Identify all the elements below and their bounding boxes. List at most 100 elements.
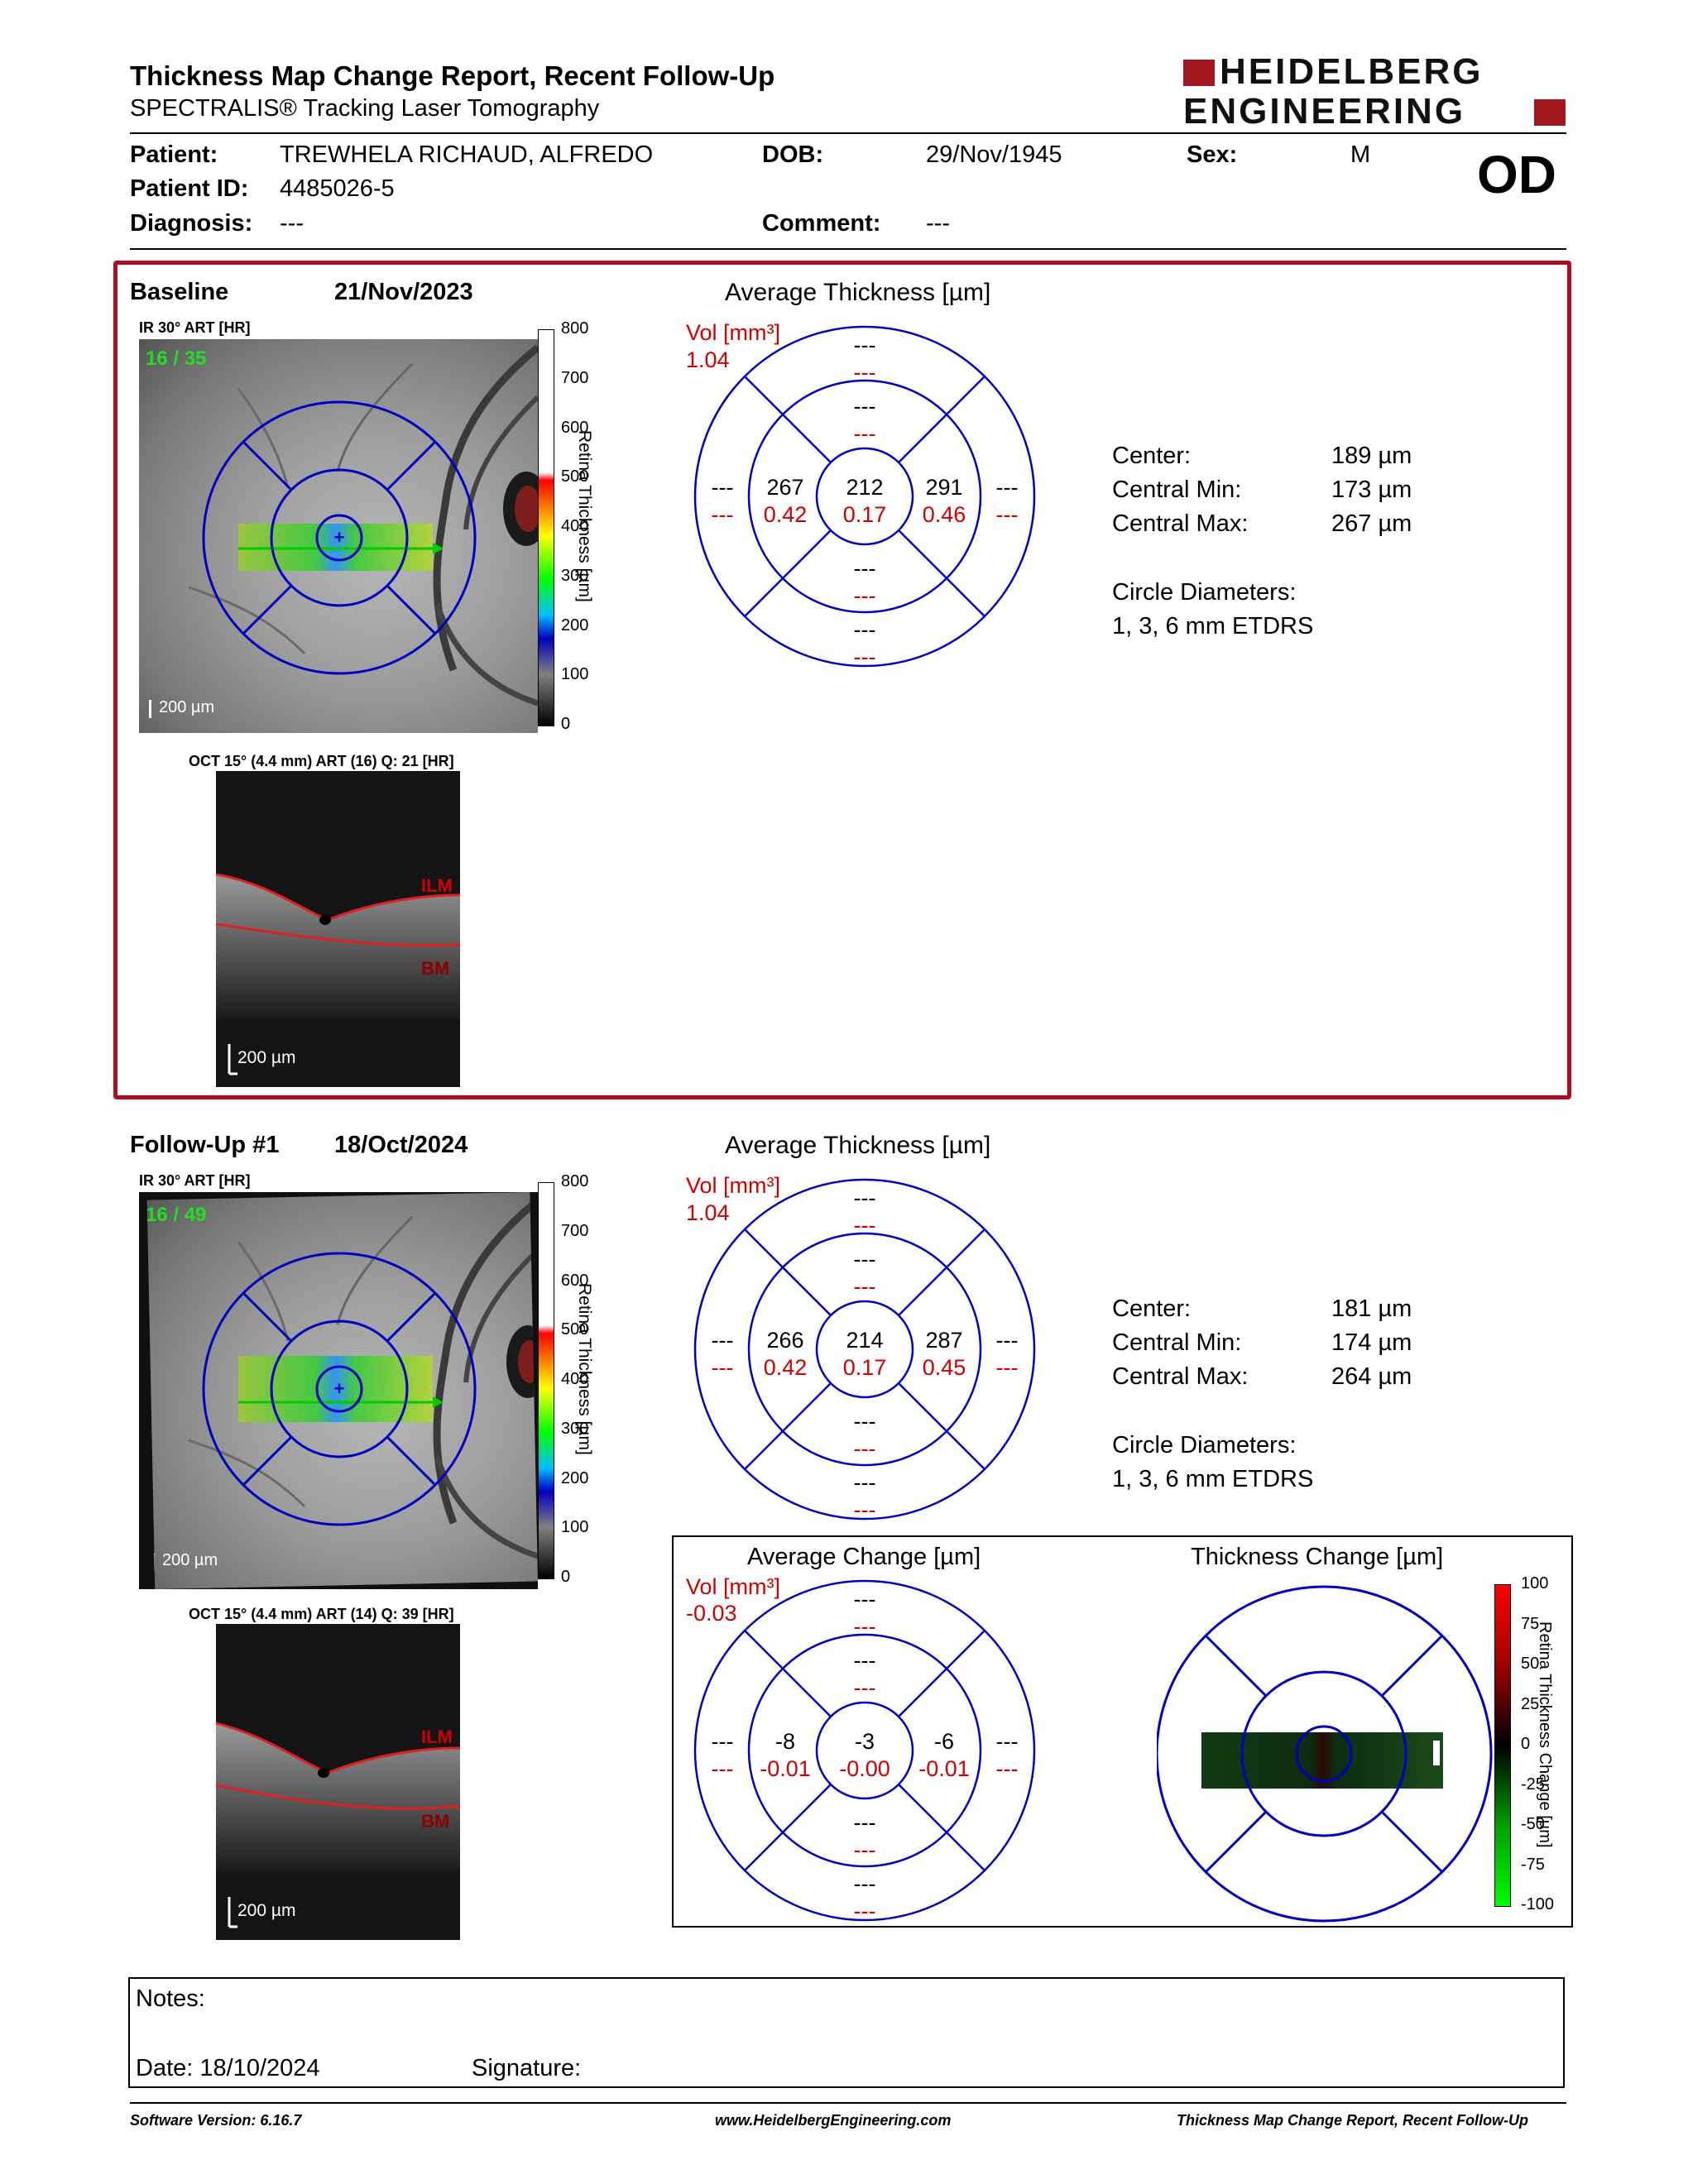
sex-label: Sex: [1187, 141, 1238, 168]
baseline-grid-inner_nasal-volume: 0.46 [923, 502, 966, 527]
followup-grid-outer_sup-thickness: --- [854, 1185, 876, 1210]
change-grid-ring-1 [693, 1579, 1036, 1922]
change-grid-outer_inf-thickness: --- [854, 1871, 876, 1896]
followup-grid-outer_nasal-thickness: --- [996, 1328, 1019, 1353]
baseline-ir-image: + 16 / 35 200 µm [139, 339, 538, 733]
followup-grid-ring-3 [815, 1300, 914, 1399]
followup-date: 18/Oct/2024 [334, 1132, 468, 1158]
baseline-circle-value: 1, 3, 6 mm ETDRS [1112, 613, 1314, 639]
footer-divider [130, 2102, 1566, 2104]
baseline-min-label: Central Min: [1112, 477, 1242, 503]
followup-max-label: Central Max: [1112, 1363, 1249, 1390]
baseline-oct-scale-label: 200 µm [237, 1048, 296, 1067]
followup-colorbar-tick: 0 [561, 1568, 571, 1586]
followup-grid-spoke [898, 1228, 985, 1316]
baseline-colorbar-tick: 800 [561, 319, 589, 338]
baseline-grid-outer_temp-volume: --- [712, 502, 734, 527]
followup-grid-outer_inf-volume: --- [854, 1497, 876, 1522]
baseline-colorbar-tick: 200 [561, 615, 589, 635]
baseline-vessel-6 [188, 586, 306, 655]
change-colorbar-tick: -25 [1521, 1774, 1545, 1794]
baseline-etdrs-spoke [242, 584, 293, 635]
change-panel [672, 1535, 1573, 1928]
change-grid-spoke [744, 1784, 832, 1871]
followup-circle-value: 1, 3, 6 mm ETDRS [1112, 1466, 1314, 1492]
change-colorbar-tick: 75 [1521, 1614, 1540, 1633]
baseline-oct-bm-label: BM [421, 958, 450, 979]
comment-value: --- [926, 210, 950, 237]
followup-etdrs-grid: 2140.17------------2660.422870.45-------… [693, 1178, 1036, 1522]
baseline-colorbar-tick: 700 [561, 368, 589, 387]
change-grid-inner_nasal-volume: -0.01 [918, 1756, 970, 1781]
followup-ir-image: + 16 / 49 200 µm [146, 1192, 538, 1589]
baseline-min-value: 173 µm [1331, 477, 1412, 503]
dob-value: 29/Nov/1945 [926, 141, 1062, 168]
footer-software-version: Software Version: 6.16.7 [130, 2112, 302, 2129]
baseline-etdrs-grid: 2120.17------------2670.422910.46-------… [693, 325, 1036, 669]
followup-vol-value: 1.04 [686, 1200, 730, 1225]
followup-oct-image: ILM BM 200 µm [216, 1624, 460, 1940]
followup-ir-overlay: + [188, 1197, 538, 1559]
report-title: Thickness Map Change Report, Recent Foll… [130, 60, 775, 91]
change-grid-outer_temp-thickness: --- [712, 1729, 734, 1754]
change-grid-inner_sup-volume: --- [854, 1675, 876, 1700]
footer-website: www.HeidelbergEngineering.com [715, 2112, 952, 2129]
change-grid-ring-2 [747, 1633, 982, 1868]
baseline-etdrs-spoke [386, 584, 437, 635]
baseline-date: 21/Nov/2023 [334, 279, 473, 305]
baseline-colorbar-tick: 500 [561, 467, 589, 486]
followup-grid-title: Average Thickness [µm] [725, 1132, 991, 1159]
baseline-vol-value: 1.04 [686, 347, 730, 372]
followup-oct-overlay [216, 1722, 460, 1928]
baseline-grid-inner_sup-thickness: --- [854, 394, 876, 419]
change-grid-inner_sup-thickness: --- [854, 1648, 876, 1673]
baseline-grid-title: Average Thickness [µm] [725, 279, 991, 306]
baseline-grid-outer_temp-thickness: --- [712, 475, 734, 500]
baseline-center-label: Center: [1112, 443, 1192, 469]
followup-min-value: 174 µm [1331, 1329, 1412, 1356]
change-grid-inner_temp-volume: -0.01 [760, 1756, 811, 1781]
followup-colorbar-tick: 200 [561, 1468, 589, 1487]
change-grid-outer_nasal-thickness: --- [996, 1729, 1019, 1754]
baseline-vol-label: Vol [mm³] [686, 320, 781, 345]
change-grid-inner_temp-thickness: -8 [775, 1729, 795, 1754]
baseline-etdrs-spoke [386, 440, 437, 491]
baseline-grid-outer_inf-thickness: --- [854, 617, 876, 642]
change-grid-inner_inf-volume: --- [854, 1837, 876, 1862]
followup-colorbar-tick: 100 [561, 1518, 589, 1537]
followup-scan-arrow [433, 1396, 444, 1408]
change-map-etdrs-outer [1155, 1585, 1493, 1923]
followup-circle-label: Circle Diameters: [1112, 1432, 1297, 1458]
change-map-notch [1433, 1741, 1440, 1765]
followup-min-label: Central Min: [1112, 1329, 1242, 1356]
footer-report-name: Thickness Map Change Report, Recent Foll… [1177, 2112, 1529, 2129]
patient-name: TREWHELA RICHAUD, ALFREDO [280, 141, 654, 168]
change-colorbar-tick: 100 [1521, 1574, 1549, 1592]
diagnosis-label: Diagnosis: [130, 210, 253, 237]
change-grid-spoke [744, 1630, 832, 1717]
baseline-oct-overlay [216, 873, 460, 1075]
baseline-vessel-2 [463, 395, 538, 530]
followup-vessel-2 [463, 1248, 538, 1383]
change-map-etdrs-middle [1240, 1670, 1407, 1837]
baseline-grid-ring-2 [747, 379, 982, 614]
followup-grid-outer_temp-thickness: --- [712, 1328, 734, 1353]
followup-vessel-6 [188, 1439, 306, 1508]
followup-etdrs-spoke [242, 1435, 293, 1487]
followup-grid-inner_inf-volume: --- [854, 1436, 876, 1461]
baseline-oct-cyst [319, 915, 331, 925]
baseline-optic-disc-rim [515, 486, 538, 532]
baseline-etdrs-outer [202, 400, 477, 675]
change-colorbar [1494, 1584, 1511, 1907]
baseline-max-label: Central Max: [1112, 510, 1249, 537]
baseline-vessel-4 [336, 362, 414, 472]
baseline-ir-scale-label: 200 µm [159, 698, 215, 716]
logo-line1: HEIDELBERG [1220, 51, 1484, 92]
change-colorbar-title: Retina Thickness Change [µm] [1536, 1621, 1554, 1848]
followup-colorbar-title: Retina Thickness [µm] [575, 1283, 594, 1455]
baseline-colorbar-tick: 300 [561, 566, 589, 585]
baseline-grid-spoke [898, 376, 985, 463]
baseline-colorbar-tick: 100 [561, 665, 589, 684]
followup-ir-label: IR 30° ART [HR] [139, 1172, 251, 1189]
change-map-spoke [1380, 1810, 1444, 1874]
